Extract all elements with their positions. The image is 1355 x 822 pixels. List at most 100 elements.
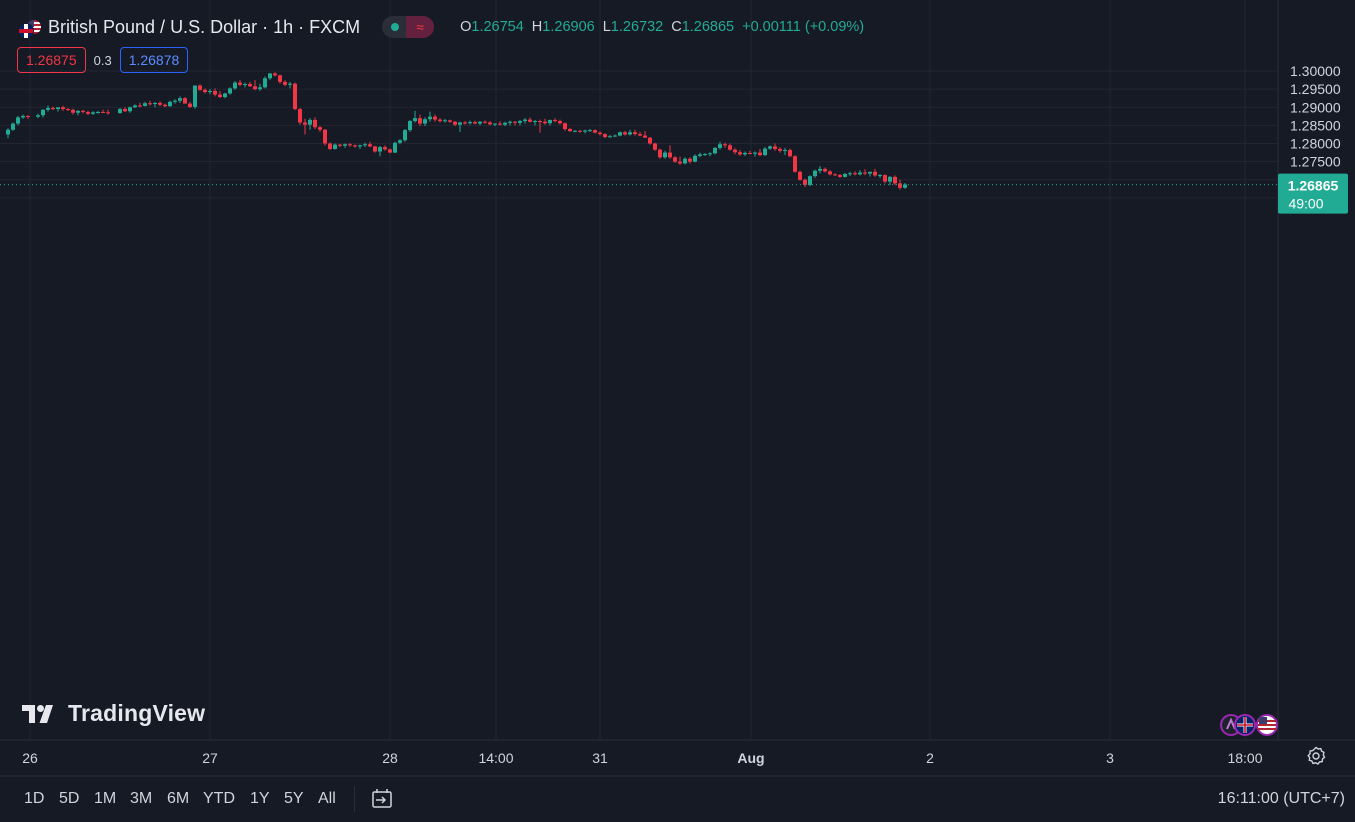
range-5d-button[interactable]: 5D <box>59 790 80 807</box>
tradingview-logo[interactable]: TradingView <box>22 700 205 727</box>
candle-body-up <box>698 154 702 156</box>
candle-body-down <box>66 109 70 111</box>
range-1m-button[interactable]: 1M <box>94 790 117 807</box>
settings-gear-icon[interactable] <box>1306 746 1326 766</box>
candle-body-up <box>813 170 817 177</box>
candle-body-down <box>463 122 467 124</box>
candle-body-down <box>148 103 152 105</box>
time-tick-label: 3 <box>1106 750 1114 766</box>
candle-body-up <box>378 147 382 152</box>
candle-body-up <box>818 168 822 171</box>
candle-body-down <box>303 122 307 125</box>
time-tick-label: 31 <box>592 750 608 766</box>
candle-body-up <box>618 132 622 136</box>
candle-body-down <box>183 98 187 104</box>
compare-icon[interactable] <box>370 787 394 811</box>
candle-body-up <box>21 115 25 118</box>
candle-body-down <box>313 119 317 128</box>
candle-body-up <box>288 83 292 85</box>
event-flags-icon[interactable] <box>1218 712 1282 738</box>
candle-body-up <box>258 87 262 90</box>
candle-body-up <box>233 82 237 89</box>
candle-body-down <box>823 168 827 172</box>
candle-body-down <box>593 130 597 133</box>
candle-body-up <box>608 136 612 138</box>
candle-body-down <box>61 107 65 110</box>
candle-body-up <box>46 107 50 110</box>
close-value: 1.26865 <box>681 19 735 35</box>
price-tick-label: 1.28500 <box>1290 117 1341 133</box>
candle-body-down <box>558 121 562 124</box>
candle-body-down <box>383 147 387 150</box>
candle-body-up <box>263 78 267 88</box>
candle-body-up <box>518 121 522 123</box>
candle-body-up <box>683 158 687 164</box>
range-ytd-button[interactable]: YTD <box>203 790 235 807</box>
candle-body-up <box>503 122 507 125</box>
range-3m-button[interactable]: 3M <box>130 790 153 807</box>
candle-body-up <box>903 184 907 188</box>
time-tick-label: 26 <box>22 750 38 766</box>
candle-body-down <box>788 150 792 157</box>
candle-body-up <box>878 175 882 177</box>
candle-body-up <box>308 119 312 125</box>
candle-body-up <box>398 140 402 143</box>
market-open-dot-icon <box>391 23 400 31</box>
candle-body-down <box>353 145 357 147</box>
candle-body-down <box>388 149 392 153</box>
candle-body-up <box>56 107 60 110</box>
logo-text: TradingView <box>68 700 206 726</box>
candle-body-down <box>643 135 647 138</box>
candle-body-up <box>408 121 412 131</box>
range-1y-button[interactable]: 1Y <box>250 790 270 807</box>
candle-body-up <box>763 148 767 156</box>
candle-body-up <box>333 144 337 149</box>
symbol-title[interactable]: British Pound / U.S. Dollar · 1h · FXCM <box>48 16 361 37</box>
candle-body-down <box>623 132 627 135</box>
range-all-button[interactable]: All <box>318 790 336 807</box>
time-tick-label: 18:00 <box>1227 750 1262 766</box>
range-5y-button[interactable]: 5Y <box>284 790 304 807</box>
candle-body-up <box>118 109 122 114</box>
market-status-pill[interactable]: ≈ <box>382 16 435 38</box>
candle-body-up <box>393 142 397 153</box>
toolbar-divider <box>354 786 355 812</box>
candle-body-down <box>603 134 607 137</box>
candle-body-up <box>428 116 432 120</box>
buy-button[interactable]: 1.26878 <box>119 47 189 73</box>
candle-body-up <box>753 152 757 154</box>
candle-body-up <box>743 152 747 155</box>
candle-body-down <box>723 144 727 146</box>
candle-body-down <box>328 143 332 149</box>
high-value: 1.26906 <box>542 19 595 35</box>
candle-body-up <box>268 73 272 79</box>
sell-button[interactable]: 1.26875 <box>17 47 86 73</box>
candle-body-up <box>583 130 587 132</box>
candle-body-down <box>488 122 492 125</box>
candle-body-up <box>718 144 722 148</box>
range-1d-button[interactable]: 1D <box>24 790 45 807</box>
candle-body-down <box>418 118 422 124</box>
change-value: +0.00111 (+0.09%) <box>742 19 865 35</box>
clock-timezone[interactable]: 16:11:00 (UTC+7) <box>1217 790 1345 807</box>
candle-body-down <box>373 146 377 152</box>
candle-body-up <box>533 121 537 123</box>
candle-body-up <box>91 112 95 114</box>
open-label: O <box>460 19 472 35</box>
candle-body-down <box>473 122 477 124</box>
candle-body-down <box>893 176 897 184</box>
candle-body-down <box>298 109 302 123</box>
candle-body-down <box>793 156 797 172</box>
candle-body-up <box>858 172 862 175</box>
uk-flag-icon <box>18 23 34 39</box>
candle-body-up <box>888 176 892 182</box>
candle-body-down <box>673 157 677 162</box>
candle-body-up <box>783 150 787 152</box>
range-6m-button[interactable]: 6M <box>167 790 190 807</box>
candle-body-up <box>573 130 577 132</box>
candle-body-down <box>658 149 662 158</box>
candle-body-down <box>106 112 110 114</box>
candle-body-down <box>453 121 457 125</box>
candle-body-down <box>123 109 127 112</box>
